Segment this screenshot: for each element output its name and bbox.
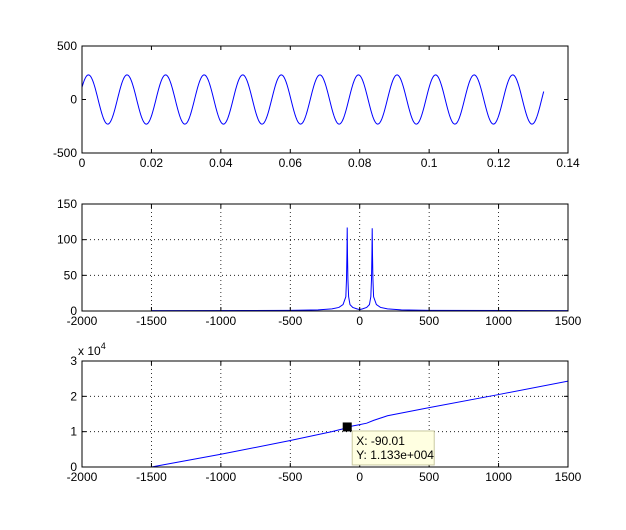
y-tick-label: 50 bbox=[64, 268, 78, 282]
subplot-3: -2000 -1500 -1000 -500 0 500 1000 1500 0 1 2 3x 104… bbox=[67, 341, 582, 484]
x-tick-label: 0.06 bbox=[279, 156, 303, 170]
y-tick-label: -500 bbox=[53, 146, 77, 160]
series-line bbox=[151, 380, 569, 468]
data-tip-box bbox=[351, 430, 435, 466]
x-tick-label: 1500 bbox=[555, 470, 582, 484]
data-tip-x-text: X: -90.01 bbox=[356, 434, 405, 448]
axes-frame bbox=[81, 360, 569, 468]
x-tick-label: 0.1 bbox=[421, 156, 438, 170]
x-tick-label: 0.14 bbox=[556, 156, 580, 170]
series-line bbox=[81, 74, 545, 125]
x-tick-label: 1500 bbox=[555, 314, 582, 328]
axes-frame bbox=[81, 203, 569, 312]
y-tick-label: 150 bbox=[57, 197, 77, 211]
data-tip-marker[interactable] bbox=[342, 422, 352, 432]
y-tick-label: 0 bbox=[70, 304, 77, 318]
x-tick-label: 500 bbox=[419, 314, 439, 328]
y-tick-label: 500 bbox=[57, 39, 77, 53]
x-tick-label: 0.02 bbox=[140, 156, 164, 170]
x-tick-label: 1000 bbox=[485, 470, 512, 484]
x-tick-label: -500 bbox=[278, 314, 302, 328]
x-tick-label: 500 bbox=[419, 470, 439, 484]
x-tick-label: 0 bbox=[356, 314, 363, 328]
data-tip[interactable]: X: -90.01Y: 1.133e+004 bbox=[342, 422, 435, 466]
axes-background bbox=[82, 361, 568, 467]
data-tip-y-text: Y: 1.133e+004 bbox=[356, 448, 434, 462]
x-tick-label: 1000 bbox=[485, 314, 512, 328]
x-tick-label: 0.12 bbox=[487, 156, 511, 170]
axes-background bbox=[82, 204, 568, 311]
y-tick-label: 2 bbox=[70, 389, 77, 403]
x-tick-label: -1500 bbox=[136, 470, 167, 484]
y-tick-label: 100 bbox=[57, 233, 77, 247]
x-tick-label: -500 bbox=[278, 470, 302, 484]
x-tick-label: -1000 bbox=[206, 470, 237, 484]
x-tick-label: 0.08 bbox=[348, 156, 372, 170]
y-multiplier-label: x 104 bbox=[78, 341, 106, 358]
subplot-2: -2000 -1500 -1000 -500 0 500 1000 1500 0 50 100 150 bbox=[57, 197, 582, 328]
x-tick-label: 0.04 bbox=[209, 156, 233, 170]
x-tick-label: 0 bbox=[356, 470, 363, 484]
axes-background bbox=[82, 46, 568, 153]
y-tick-label: 3 bbox=[70, 354, 77, 368]
x-tick-label: -2000 bbox=[67, 314, 98, 328]
y-tick-label: 0 bbox=[70, 93, 77, 107]
x-tick-label: -2000 bbox=[67, 470, 98, 484]
y-tick-label: 1 bbox=[70, 425, 77, 439]
x-tick-label: -1500 bbox=[136, 314, 167, 328]
y-tick-label: 0 bbox=[70, 460, 77, 474]
x-tick-label: 0 bbox=[79, 156, 86, 170]
x-tick-label: -1000 bbox=[206, 314, 237, 328]
